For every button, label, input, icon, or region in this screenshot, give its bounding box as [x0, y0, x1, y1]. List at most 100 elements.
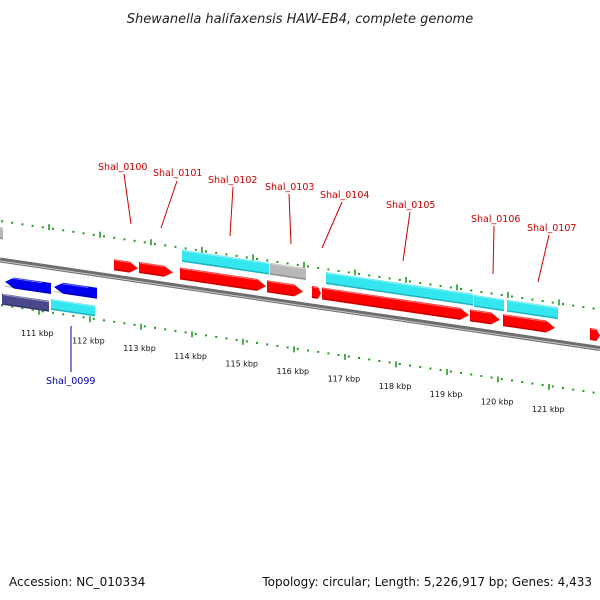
- kbp-label: 117 kbp: [328, 375, 361, 384]
- tick-minor: [358, 356, 360, 359]
- tick-minor: [439, 368, 442, 371]
- kbp-label: 112 kbp: [72, 337, 105, 346]
- gene-labels: Shal_0099 Shal_0100 Shal_0101 Shal_0102 Shal…: [46, 162, 576, 387]
- tick-minor: [113, 236, 116, 239]
- tick-minor: [11, 221, 14, 224]
- tick-minor: [500, 378, 503, 381]
- gene-shal-0107: [502, 314, 555, 333]
- feature-pseudo-edge: [0, 227, 4, 240]
- gene-shal-0099: [50, 299, 96, 317]
- gene-shal-0106: [469, 309, 500, 325]
- tick-minor: [256, 341, 258, 344]
- feature-pseudo-a: [269, 262, 307, 281]
- tick-minor: [409, 364, 411, 367]
- map-title: Shewanella halifaxensis HAW-EB4, complet…: [127, 12, 473, 27]
- tick-minor: [521, 381, 524, 384]
- tick-minor: [480, 375, 483, 378]
- tick-minor: [62, 229, 65, 232]
- feature-rna-d: [506, 299, 559, 320]
- tick-minor: [31, 224, 34, 227]
- tick-minor: [143, 241, 146, 244]
- tick-minor: [194, 332, 197, 335]
- tick-minor: [531, 382, 534, 385]
- leader-shal_0101: [160, 180, 178, 229]
- tick-minor: [368, 358, 371, 361]
- gene-shal-0105: [321, 287, 469, 320]
- tick-minor: [154, 242, 156, 245]
- tick-minor: [286, 262, 289, 265]
- gene-label-shal_0103: Shal_0103: [265, 182, 314, 193]
- tick-minor: [21, 223, 24, 226]
- tick-minor: [541, 384, 544, 387]
- gene-shal-0100: [113, 259, 138, 273]
- tick-minor: [245, 256, 248, 259]
- tick-minor: [205, 334, 207, 337]
- tick-minor: [1, 220, 3, 223]
- tick-minor: [449, 370, 452, 373]
- tick-minor: [368, 274, 371, 277]
- gene-shal-0103: [266, 280, 303, 297]
- tick-minor: [470, 373, 473, 376]
- gene-shal-0101: [138, 262, 173, 277]
- tick-minor: [398, 278, 401, 281]
- kbp-label: 111 kbp: [21, 329, 54, 338]
- kbp-axis: 111 kbp 112 kbp 113 kbp 114 kbp 115 kbp 116 k…: [21, 329, 565, 414]
- tick-minor: [123, 238, 126, 241]
- backbone-highlight: [0, 260, 600, 350]
- tick-minor: [592, 307, 595, 310]
- gene-label-shal_0106: Shal_0106: [471, 214, 520, 225]
- tick-minor: [52, 311, 54, 314]
- tick-minor: [327, 352, 330, 355]
- tick-minor: [480, 291, 483, 294]
- kbp-label: 114 kbp: [174, 352, 207, 361]
- tick-minor: [205, 250, 207, 253]
- tick-minor: [194, 248, 197, 251]
- tick-minor: [184, 331, 187, 334]
- tick-minor: [164, 244, 167, 247]
- gene-reverse-a: [4, 276, 52, 295]
- leader-shal_0103: [288, 193, 292, 245]
- gene-label-shal_0107: Shal_0107: [527, 223, 576, 234]
- tick-minor: [276, 344, 279, 347]
- tick-minor: [41, 310, 44, 313]
- tick-minor: [511, 295, 513, 298]
- leader-shal_0106: [492, 225, 495, 275]
- gene-label-shal_0104: Shal_0104: [320, 190, 369, 201]
- tick-minor: [266, 343, 269, 346]
- tick-minor: [215, 335, 218, 338]
- tick-minor: [439, 284, 442, 287]
- gene-slate: [1, 293, 50, 312]
- tick-minor: [82, 232, 85, 235]
- tick-minor: [460, 287, 462, 290]
- tick-minor: [511, 379, 513, 382]
- tick-minor: [388, 361, 391, 364]
- leader-shal_0105: [402, 211, 411, 262]
- gene-label-shal_0101: Shal_0101: [153, 168, 202, 179]
- tick-minor: [174, 329, 177, 332]
- feature-rna-c: [473, 294, 505, 312]
- tick-minor: [347, 355, 350, 358]
- tick-minor: [1, 304, 3, 307]
- tick-minor: [11, 305, 14, 308]
- gene-label-shal_0099: Shal_0099: [46, 376, 95, 387]
- tick-minor: [215, 251, 218, 254]
- tick-minor: [419, 365, 422, 368]
- tick-minor: [103, 319, 105, 322]
- tick-minor: [317, 350, 320, 353]
- tick-minor: [296, 347, 299, 350]
- gene-label-shal_0100: Shal_0100: [98, 162, 147, 173]
- tick-minor: [225, 337, 228, 340]
- tick-minor: [327, 268, 330, 271]
- tick-minor: [286, 346, 289, 349]
- tick-minor: [72, 230, 75, 233]
- tick-minor: [419, 281, 422, 284]
- gene-reverse-b: [53, 281, 98, 299]
- feature-rna-b: [325, 272, 474, 306]
- tick-minor: [429, 367, 432, 370]
- kbp-label: 116 kbp: [277, 367, 310, 376]
- gene-track: [1, 259, 600, 341]
- tick-minor: [592, 391, 595, 394]
- leader-shal_0102: [229, 186, 234, 237]
- tick-minor: [490, 292, 493, 295]
